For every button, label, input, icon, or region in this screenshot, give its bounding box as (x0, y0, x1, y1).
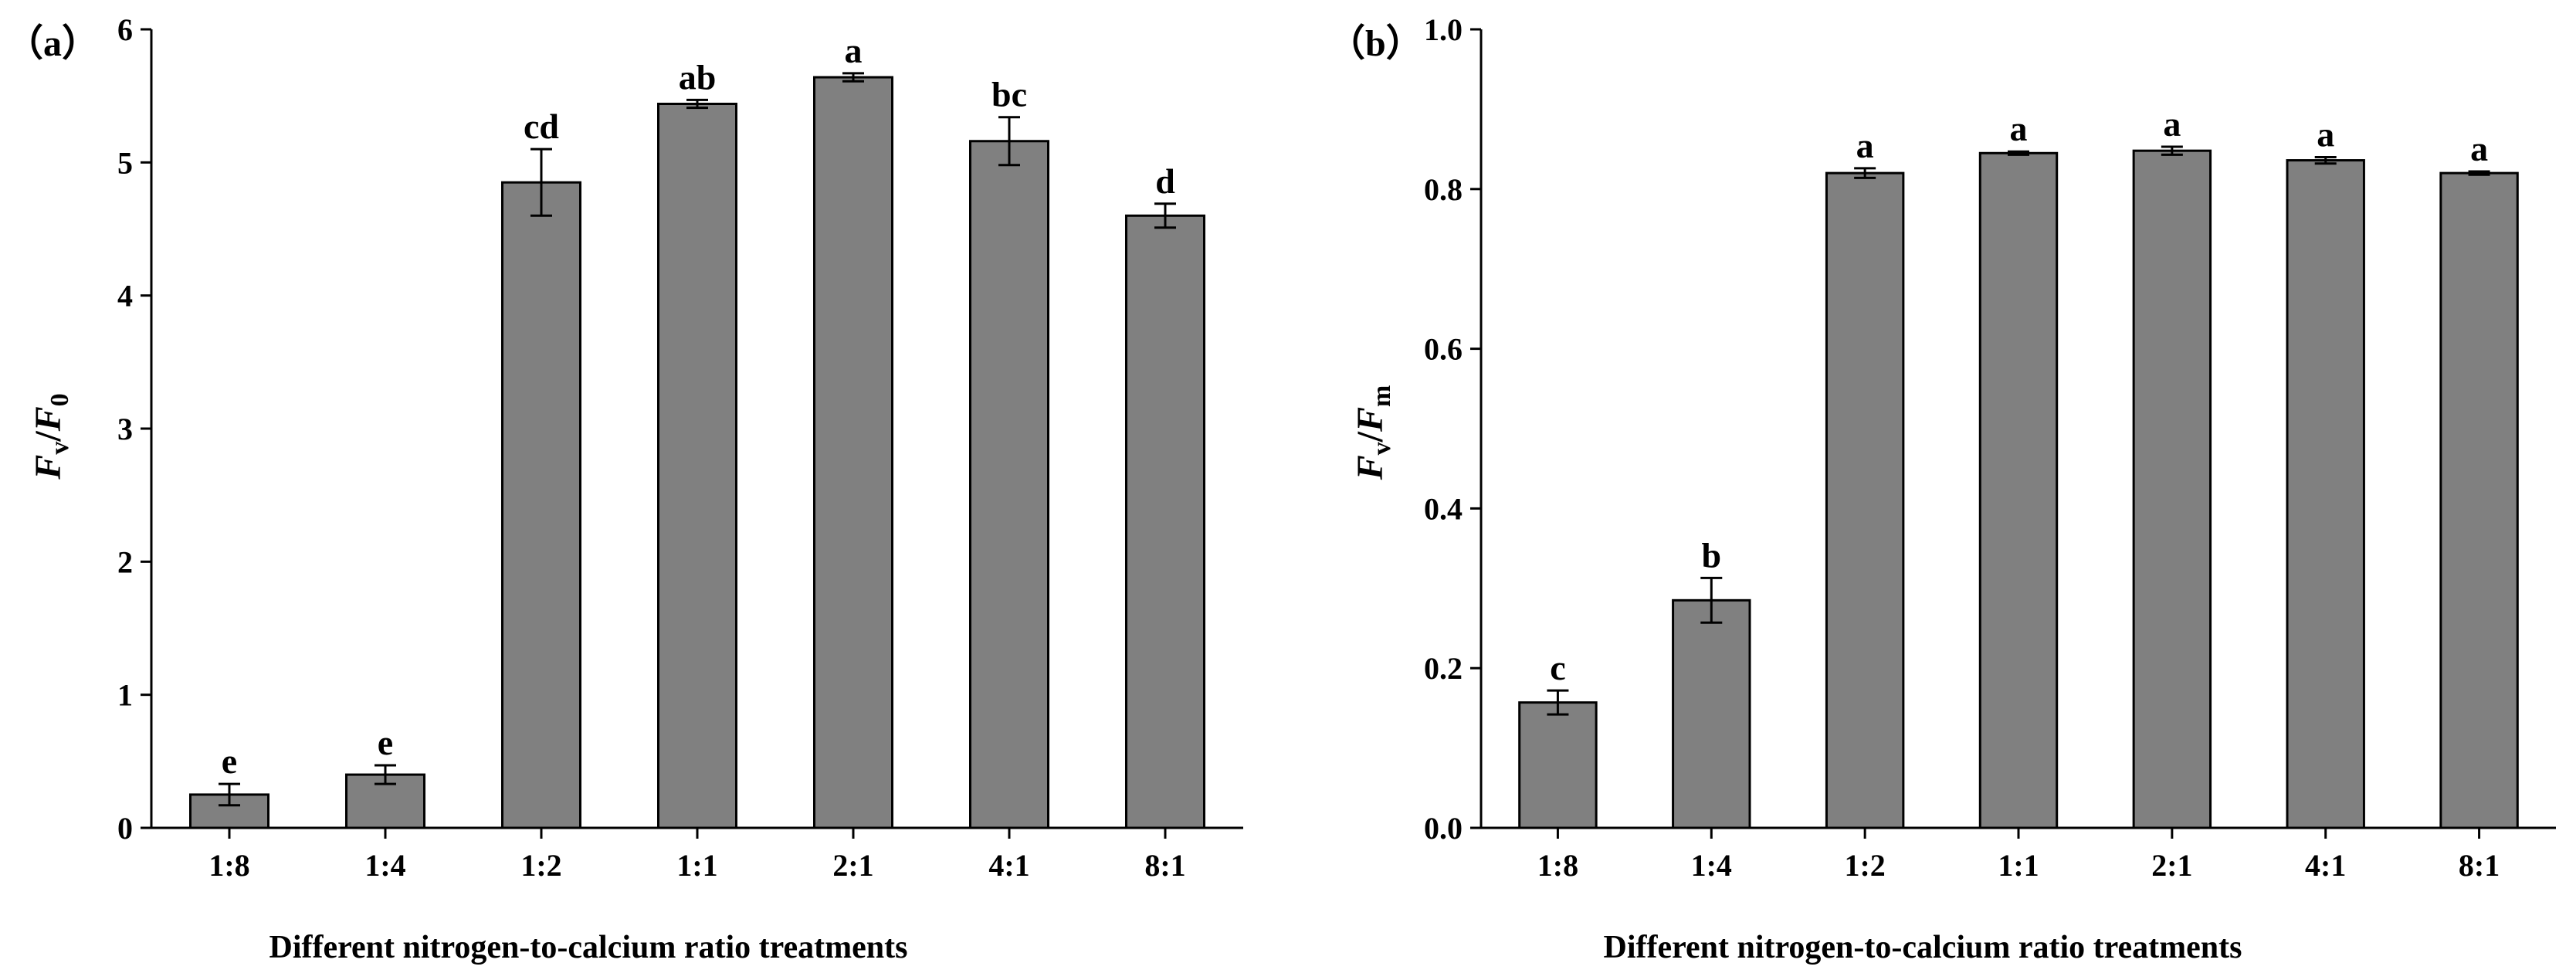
plot-area-b: c 1:8 b 1:4 a 1:2 a 1:1 a 2:1 a 4:1 a 8:1 0.0 0.2 0.4 0.6… (1424, 12, 2556, 883)
y-tick-label: 3 (117, 412, 133, 446)
x-tick-label: 1:1 (676, 848, 717, 883)
chart-panel-a: （a） Fv/F0 e 1:8 e 1:4 cd 1:2 ab 1:1 a 2:1 bc 4:1 d 8:… (6, 12, 1243, 965)
x-tick-label: 2:1 (832, 848, 873, 883)
bar-1-4 (1672, 599, 1751, 829)
x-tick-label: 1:4 (1691, 848, 1732, 883)
bar-4-1 (969, 140, 1049, 829)
plot-area-a: e 1:8 e 1:4 cd 1:2 ab 1:1 a 2:1 bc 4:1 d 8:1 0 1 2 3 4 5 6 (117, 12, 1243, 883)
y-tick-label: 4 (117, 279, 133, 314)
y-tick-label: 2 (117, 544, 133, 579)
significance-label: cd (524, 107, 559, 146)
x-tick-label: 1:1 (1998, 848, 2039, 883)
significance-label: bc (991, 75, 1027, 114)
y-tick-label: 1 (117, 678, 133, 713)
significance-label: a (2010, 109, 2028, 148)
significance-label: d (1155, 161, 1175, 201)
x-tick-label: 1:2 (1844, 848, 1885, 883)
y-tick-label: 0.2 (1424, 651, 1463, 686)
y-tick-label: 5 (117, 145, 133, 180)
panel-label-a: （a） (6, 23, 99, 64)
x-tick-label: 4:1 (2305, 848, 2346, 883)
y-tick-label: 0 (117, 811, 133, 846)
significance-label: ab (679, 57, 717, 97)
x-tick-label: 8:1 (1144, 848, 1185, 883)
bar-2-1 (2132, 149, 2212, 829)
significance-label: c (1550, 648, 1565, 687)
significance-label: e (222, 741, 237, 781)
bar-1-2 (1825, 171, 1905, 829)
significance-label: a (2163, 104, 2181, 144)
bar-4-1 (2286, 159, 2365, 829)
y-axis-title-a: Fv/F0 (28, 393, 74, 480)
chart-panel-b: （b） Fv/Fm c 1:8 b 1:4 a 1:2 a 1:1 a 2:1 a 4:1 a 8:1 0.… (1328, 12, 2556, 965)
significance-label: a (2470, 129, 2488, 168)
x-axis-title-b: Different nitrogen-to-calcium ratio trea… (1604, 930, 2242, 965)
x-tick-label: 2:1 (2151, 848, 2192, 883)
x-tick-label: 1:8 (208, 848, 249, 883)
significance-label: a (2317, 114, 2334, 154)
bar-8-1 (1125, 214, 1205, 829)
panel-label-b: （b） (1328, 23, 1423, 64)
significance-label: a (1856, 126, 1874, 165)
significance-label: e (378, 723, 393, 762)
bar-1-2 (501, 181, 581, 829)
y-tick-label: 0.6 (1424, 332, 1463, 367)
y-tick-label: 6 (117, 12, 133, 47)
y-tick-label: 0.4 (1424, 491, 1463, 526)
bar-1-1 (657, 103, 737, 829)
significance-label: b (1701, 535, 1721, 575)
significance-label: a (845, 31, 863, 70)
bar-1-8 (1518, 701, 1598, 829)
y-tick-label: 1.0 (1424, 12, 1463, 47)
x-tick-label: 4:1 (988, 848, 1029, 883)
bar-2-1 (813, 76, 893, 829)
bar-1-1 (1978, 151, 2059, 829)
x-tick-label: 1:4 (364, 848, 405, 883)
bar-8-1 (2439, 171, 2519, 829)
x-tick-label: 1:2 (520, 848, 561, 883)
x-tick-label: 1:8 (1537, 848, 1578, 883)
x-axis-title-a: Different nitrogen-to-calcium ratio trea… (269, 930, 908, 965)
y-tick-label: 0.8 (1424, 172, 1463, 207)
x-tick-label: 8:1 (2459, 848, 2500, 883)
y-axis-title-b: Fv/Fm (1350, 385, 1396, 481)
y-tick-label: 0.0 (1424, 811, 1463, 846)
